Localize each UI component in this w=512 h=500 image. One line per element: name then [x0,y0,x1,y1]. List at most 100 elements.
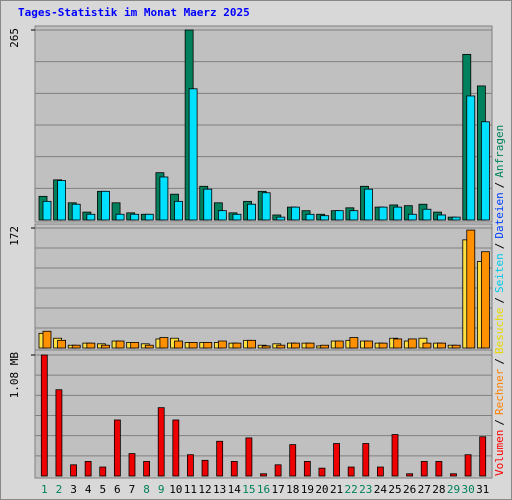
bar [130,213,140,221]
bar [435,461,443,477]
x-tick-label: 28 [432,483,445,496]
x-tick-label: 25 [388,483,401,496]
bar [364,340,373,349]
legend-item: Anfragen [493,125,506,178]
bar [247,339,256,349]
legend-item: Seiten [493,253,506,293]
bar [407,213,417,221]
bar [157,407,165,477]
x-tick-label: 4 [85,483,92,496]
y-tick-label: 1.08 MB [8,352,21,399]
bar [466,229,476,349]
legend-separator: / [493,182,506,189]
x-tick-label: 20 [315,483,328,496]
bar [480,251,490,349]
bar [406,473,414,477]
legend-item: Besuche [493,308,506,354]
x-tick-label: 19 [301,483,314,496]
x-tick-label: 7 [129,483,136,496]
bar [305,342,315,349]
bar [130,342,140,349]
x-tick-label: 18 [286,483,299,496]
bar [451,216,461,221]
bar [57,180,67,221]
bar [128,453,136,477]
bar [261,345,271,349]
bar [230,461,238,477]
bar [362,443,370,477]
legend-separator: / [493,243,506,250]
bar [42,330,52,349]
bar [479,436,487,477]
x-tick-label: 5 [99,483,106,496]
bar [217,210,227,221]
legend-item: Rechner [493,368,506,415]
bar [437,214,446,221]
x-tick-label: 12 [198,483,211,496]
bar [172,419,180,477]
bar [71,344,81,349]
x-tick-label: 23 [359,483,372,496]
bar [377,466,384,477]
legend: Volumen / Rechner / Besuche / Seiten / Dateien / A… [493,125,506,476]
panel [34,25,493,223]
x-tick-label: 27 [418,483,431,496]
bar [364,188,373,221]
bar [334,340,344,349]
x-tick-label: 10 [169,483,182,496]
bar [378,342,388,349]
x-tick-label: 6 [114,483,121,496]
chart-title: Tages-Statistik im Monat Maerz 2025 [18,6,250,19]
x-tick-label: 24 [374,483,388,496]
x-tick-label: 26 [403,483,416,496]
legend-separator: / [493,297,506,304]
bar [451,344,461,349]
bar [86,213,96,221]
bar [159,337,169,349]
bar [303,461,311,477]
legend-item: Dateien [493,192,506,238]
bar [201,459,209,477]
bar [86,342,96,349]
bar [113,419,121,477]
panel [34,349,493,479]
bar [407,338,417,349]
bar [144,344,154,349]
bar [318,467,326,477]
legend-separator: / [493,419,506,426]
bar [84,461,92,477]
bar [115,340,125,349]
bar [203,342,213,349]
bar [57,339,67,349]
x-tick-label: 11 [184,483,197,496]
bar [188,342,198,349]
x-tick-label: 3 [70,483,77,496]
bar [143,461,150,477]
bar [42,200,52,221]
x-tick-label: 1 [41,483,48,496]
bar [422,208,432,221]
bar [420,461,428,477]
x-tick-label: 21 [330,483,343,496]
bar [247,203,256,221]
bar [347,466,355,477]
y-tick-label: 265 [8,28,21,48]
bar [291,206,300,221]
bar [40,354,48,477]
bar [232,342,242,349]
bar [378,206,388,221]
x-tick-label: 31 [476,483,489,496]
bar [261,192,271,221]
bar [480,121,490,221]
bar [334,210,344,221]
bar [289,444,297,477]
bar [232,213,242,221]
bar [99,466,107,477]
bar [349,337,359,349]
bar [276,344,286,349]
bar [203,188,213,221]
legend-separator: / [493,358,506,365]
bar [187,454,194,477]
